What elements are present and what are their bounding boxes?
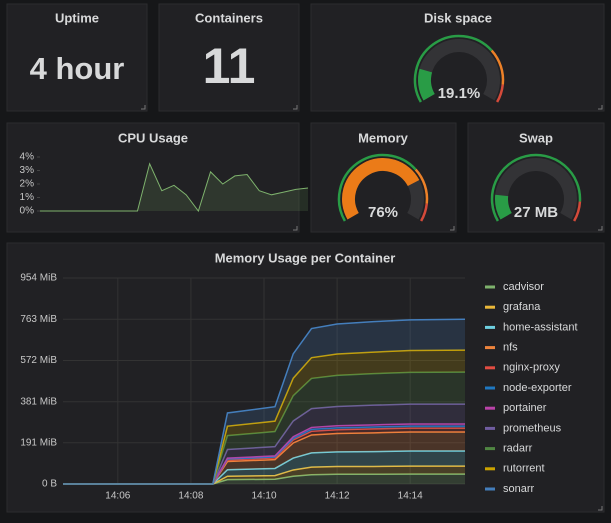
- stack-line: [63, 473, 465, 485]
- legend-swatch: [485, 386, 495, 390]
- line: [40, 162, 309, 213]
- y-tick-label: 3%: [20, 165, 35, 176]
- legend-swatch: [485, 305, 495, 309]
- legend-swatch: [485, 467, 495, 471]
- y-tick-label: 381 MiB: [20, 396, 57, 407]
- legend-label: portainer: [503, 402, 547, 414]
- legend-label: rutorrent: [503, 463, 545, 475]
- legend-label: prometheus: [503, 422, 562, 434]
- stack-area: [63, 474, 465, 484]
- panel: [310, 3, 605, 112]
- stack-line: [63, 403, 465, 485]
- x-tick-label: 14:12: [325, 491, 350, 502]
- x-tick-label: 14:06: [105, 491, 130, 502]
- stat-value: 4 hour: [30, 51, 125, 86]
- stack-area: [63, 350, 465, 484]
- panels: [6, 3, 605, 513]
- legend-swatch: [485, 426, 495, 430]
- legend-swatch: [485, 366, 495, 370]
- panel: [310, 122, 457, 233]
- gauge-label: 19.1%: [438, 85, 481, 102]
- gauge-value: [342, 158, 420, 220]
- panel-title: Swap: [519, 130, 553, 145]
- stack-line: [63, 465, 465, 485]
- panel: [6, 3, 148, 112]
- gauge-threshold: [490, 153, 582, 222]
- y-tick-label: 572 MiB: [20, 355, 57, 366]
- x-tick-label: 14:08: [178, 491, 203, 502]
- legend-label: cadvisor: [503, 281, 544, 293]
- x-tick-label: 14:10: [251, 491, 276, 502]
- resize-handle: [293, 105, 298, 110]
- resize-handle: [141, 105, 146, 110]
- gauge-threshold: [490, 49, 505, 85]
- panel-title: CPU Usage: [118, 130, 188, 145]
- panel: [6, 242, 605, 513]
- legend-label: grafana: [503, 301, 541, 313]
- legend-swatch: [485, 487, 495, 491]
- y-tick-label: 4%: [20, 152, 35, 163]
- y-tick-label: 191 MiB: [20, 437, 57, 448]
- panel: [158, 3, 300, 112]
- legend-label: radarr: [503, 443, 533, 455]
- resize-handle: [293, 226, 298, 231]
- legend-label: node-exporter: [503, 382, 572, 394]
- gauge-threshold: [337, 153, 417, 222]
- stack-line: [63, 349, 466, 485]
- legend-label: home-assistant: [503, 321, 578, 333]
- stack-area: [63, 404, 465, 484]
- stat-value: 11: [203, 38, 256, 94]
- gauge-value: [418, 68, 435, 101]
- y-tick-label: 2%: [20, 179, 35, 190]
- legend-swatch: [485, 285, 495, 289]
- panel-title: Memory Usage per Container: [215, 250, 396, 265]
- gauge-value: [495, 194, 512, 220]
- y-tick-label: 954 MiB: [20, 273, 57, 284]
- panel: [467, 122, 605, 233]
- legend-swatch: [485, 325, 495, 329]
- panel-title: Uptime: [55, 10, 99, 25]
- resize-handle: [450, 226, 455, 231]
- gauge-threshold: [413, 34, 493, 103]
- resize-handle: [598, 105, 603, 110]
- stack-area: [63, 450, 465, 484]
- panel: [6, 122, 300, 233]
- gauge-threshold: [420, 203, 429, 222]
- panel-title: Memory: [358, 130, 409, 145]
- stack-area: [63, 466, 465, 484]
- x-tick-label: 14:14: [398, 491, 423, 502]
- stack-line: [63, 423, 465, 485]
- legend-label: sonarr: [503, 483, 535, 495]
- stack-line: [63, 371, 466, 485]
- legend-swatch: [485, 346, 495, 350]
- legend-label: nginx-proxy: [503, 362, 560, 374]
- resize-handle: [598, 506, 603, 511]
- panel-title: Containers: [195, 10, 263, 25]
- stack-line: [63, 450, 465, 485]
- legend-label: nfs: [503, 342, 518, 354]
- stack-area: [63, 372, 465, 484]
- y-tick-label: 0 B: [42, 479, 57, 490]
- legend-swatch: [485, 447, 495, 451]
- gauge-label: 27 MB: [514, 204, 558, 221]
- gauge-threshold: [496, 84, 505, 103]
- legend-swatch: [485, 406, 495, 410]
- y-tick-label: 0%: [20, 206, 35, 217]
- panel-title: Disk space: [424, 10, 492, 25]
- stack-area: [63, 319, 465, 484]
- gauge-threshold: [572, 201, 582, 222]
- resize-handle: [598, 226, 603, 231]
- gauge-label: 76%: [368, 204, 398, 221]
- stack-area: [63, 431, 465, 484]
- y-tick-label: 1%: [20, 192, 35, 203]
- stack-line: [63, 318, 466, 485]
- y-tick-label: 763 MiB: [20, 314, 57, 325]
- gauge-threshold: [414, 168, 429, 204]
